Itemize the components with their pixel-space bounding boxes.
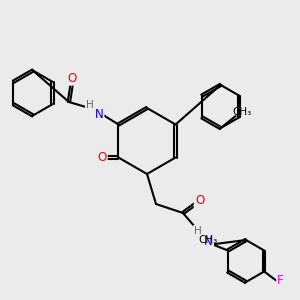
Text: CH₃: CH₃ [199, 235, 218, 245]
Text: O: O [67, 71, 76, 85]
Text: O: O [97, 151, 106, 164]
Text: N: N [94, 107, 103, 121]
Text: CH₃: CH₃ [232, 106, 251, 117]
Text: F: F [278, 274, 284, 287]
Text: O: O [195, 194, 204, 208]
Text: H: H [194, 226, 202, 236]
Text: H: H [86, 100, 94, 110]
Text: N: N [204, 235, 213, 248]
